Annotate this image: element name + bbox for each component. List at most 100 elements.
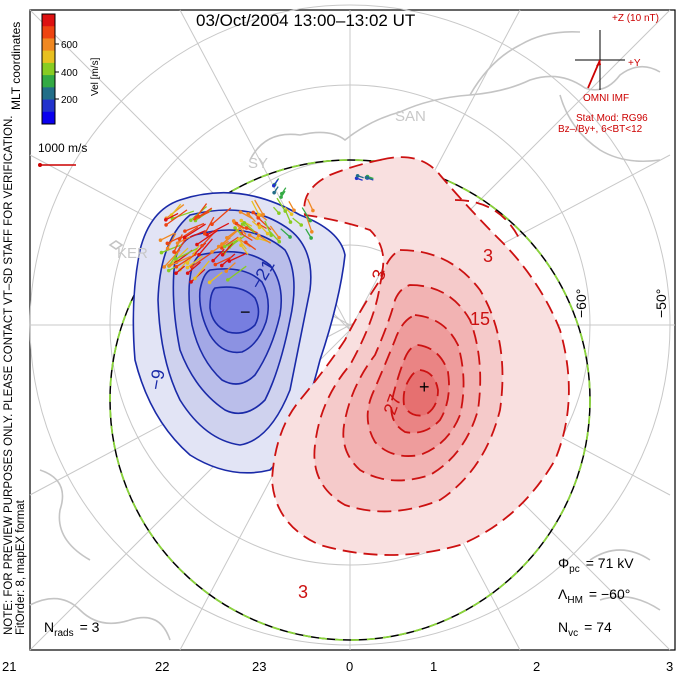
- velocity-vector: [165, 212, 179, 221]
- velocity-vector-origin: [283, 209, 288, 213]
- velocity-vector-origin: [309, 236, 313, 240]
- velocity-vector: [246, 227, 258, 234]
- map-title: 03/Oct/2004 13:00–13:02 UT: [196, 11, 415, 30]
- velocity-vector: [194, 260, 210, 279]
- preview-note: NOTE: FOR PREVIEW PURPOSES ONLY. PLEASE …: [3, 116, 15, 636]
- velocity-vector-origin: [174, 264, 179, 269]
- velocity-vector-origin: [289, 212, 294, 216]
- scale-tick-200: 200: [61, 95, 78, 106]
- mlt-tick: 23: [252, 659, 266, 674]
- vector-count: Nvc = 74: [558, 619, 612, 639]
- velocity-vector: [240, 244, 249, 256]
- radar-count: Nrads = 3: [44, 619, 100, 639]
- velocity-vector-origin: [364, 175, 369, 180]
- velocity-vector-origin: [164, 223, 168, 227]
- velocity-vector: [184, 222, 205, 232]
- velocity-vector: [187, 255, 203, 269]
- velocity-vector-origin: [222, 244, 227, 249]
- velocity-vector-origin: [280, 191, 284, 196]
- velocity-vector-origin: [175, 241, 180, 245]
- velocity-vector-origin: [213, 262, 218, 267]
- velocity-vector: [209, 271, 223, 283]
- velocity-vector-origin: [224, 269, 229, 273]
- velocity-vector: [169, 255, 192, 267]
- pos-contour-label: 15: [470, 309, 490, 329]
- velocity-vector-origin: [277, 235, 281, 240]
- velocity-vector: [305, 216, 313, 233]
- velocity-vector: [204, 216, 215, 235]
- velocity-vector: [175, 253, 198, 268]
- velocity-vector-origin: [277, 211, 281, 215]
- velocity-vector-origin: [195, 242, 199, 247]
- mlt-tick: 22: [155, 659, 169, 674]
- velocity-vector-origin: [207, 280, 212, 285]
- velocity-vector-origin: [174, 271, 178, 275]
- imf-indicator: +Z (10 nT) +Y OMNI IMF Stat Mod: RG96 Bz…: [558, 13, 659, 135]
- velocity-vector-origin: [202, 231, 207, 236]
- velocity-vector: [301, 207, 311, 221]
- velocity-vector-origin: [174, 257, 178, 261]
- velocity-vector-origin: [355, 173, 360, 178]
- velocity-vector: [206, 222, 230, 236]
- color-scale-cell: [42, 111, 55, 125]
- velocity-vector-origin: [234, 221, 239, 226]
- pos-contour-6: [402, 369, 439, 417]
- velocity-vector-origin: [310, 229, 314, 234]
- latitude-labels: −60° −50°: [573, 289, 669, 318]
- latitude-label-50: −50°: [653, 289, 669, 318]
- velocity-vector-origin: [185, 265, 190, 270]
- velocity-vector-origin: [185, 261, 190, 265]
- velocity-vector-origin: [158, 238, 163, 242]
- velocity-vector-origin: [162, 265, 167, 269]
- imf-source-label: OMNI IMF: [583, 93, 629, 104]
- station-labels: SAN KER SY: [117, 108, 426, 262]
- velocity-vector: [292, 217, 302, 226]
- velocity-vector-origin: [165, 246, 170, 251]
- velocity-vector-origin: [247, 233, 252, 237]
- boundary-circle: [109, 159, 591, 641]
- velocity-vector: [191, 251, 213, 268]
- positive-potential-cell: [271, 156, 570, 556]
- velocity-vector: [177, 236, 191, 244]
- station-label-san: SAN: [395, 108, 426, 125]
- velocity-vector-origin: [220, 246, 224, 250]
- map-statistics: Φpc = 71 kV ΛHM = −60° Nvc = 74 Nrads = 3: [44, 555, 634, 639]
- velocity-vector-origin: [256, 233, 261, 238]
- velocity-vector-origin: [288, 220, 293, 224]
- mlt-tick: 21: [2, 659, 16, 674]
- velocity-vector-origin: [172, 250, 176, 254]
- velocity-vector: [163, 249, 181, 268]
- velocity-vector: [245, 241, 257, 251]
- velocity-vector: [212, 248, 225, 262]
- velocity-vector: [269, 225, 280, 239]
- velocity-vector: [254, 199, 264, 216]
- vector-key: 1000 m/s: [38, 141, 87, 167]
- imf-model-label: Stat Mod: RG96: [576, 113, 648, 124]
- velocity-vector-origin: [236, 237, 241, 242]
- mlt-tick: 3: [666, 659, 673, 674]
- velocity-vector-origin: [238, 210, 243, 214]
- velocity-vector: [198, 238, 213, 256]
- velocity-vector: [224, 238, 240, 248]
- velocity-vector-origin: [189, 280, 193, 284]
- velocity-vector-origin: [183, 229, 187, 233]
- neg-max-marker: −: [240, 302, 251, 322]
- velocity-vector-origin: [255, 236, 260, 241]
- velocity-vector: [269, 231, 280, 243]
- latitude-label-60: −60°: [573, 289, 589, 318]
- velocity-vector: [243, 222, 255, 232]
- vertical-notes: MLT coordinates NOTE: FOR PREVIEW PURPOS…: [3, 22, 27, 635]
- velocity-vector-origin: [211, 258, 215, 263]
- velocity-vector: [251, 200, 260, 215]
- velocity-vector-origin: [194, 215, 198, 220]
- pos-max-marker: +: [419, 377, 430, 397]
- scale-tick-600: 600: [61, 40, 78, 51]
- velocity-vector-origin: [244, 226, 249, 230]
- velocity-vector-origin: [210, 250, 214, 254]
- color-scale-bar: [42, 14, 55, 125]
- velocity-vector: [257, 217, 272, 231]
- velocity-vector: [264, 220, 272, 236]
- imf-z-label: +Z (10 nT): [612, 13, 659, 24]
- velocity-vector-origin: [167, 263, 172, 268]
- velocity-vector-origin: [279, 195, 283, 199]
